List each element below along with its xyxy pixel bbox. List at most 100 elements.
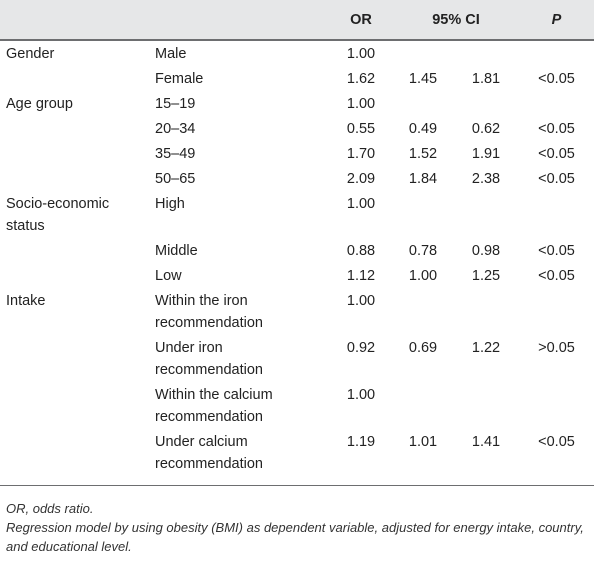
row-p: <0.05 bbox=[519, 429, 594, 486]
row-p: >0.05 bbox=[538, 339, 575, 356]
row-or: 0.88 bbox=[346, 242, 376, 259]
row-p: <0.05 bbox=[538, 267, 575, 284]
row-variable bbox=[0, 66, 149, 91]
table-row: Gender Male 1.00 bbox=[0, 40, 594, 66]
row-level: Female bbox=[155, 70, 204, 87]
row-or: 1.00 bbox=[346, 195, 376, 212]
row-level: Middle bbox=[155, 242, 198, 259]
table-footnotes: OR, odds ratio. Regression model by usin… bbox=[6, 499, 586, 556]
row-level: Male bbox=[155, 45, 187, 62]
row-or: 1.70 bbox=[346, 145, 376, 162]
row-level: 35–49 bbox=[155, 145, 196, 162]
row-or: 1.00 bbox=[346, 386, 376, 403]
row-ci-high: 1.81 bbox=[471, 70, 501, 87]
row-ci-high bbox=[453, 288, 519, 335]
header-or: OR bbox=[329, 0, 393, 41]
row-or: 1.62 bbox=[346, 70, 376, 87]
row-ci-low: 0.78 bbox=[408, 242, 438, 259]
row-ci-low bbox=[393, 191, 453, 238]
row-p bbox=[519, 40, 594, 66]
table-row: Low 1.12 1.00 1.25 <0.05 bbox=[0, 263, 594, 288]
row-ci-low bbox=[393, 382, 453, 429]
row-ci-low: 0.49 bbox=[408, 120, 438, 137]
row-variable bbox=[0, 166, 149, 191]
row-p: <0.05 bbox=[538, 120, 575, 137]
row-variable bbox=[0, 116, 149, 141]
row-ci-high: 0.98 bbox=[471, 242, 501, 259]
row-ci-high bbox=[453, 91, 519, 116]
row-level: Within the iron recommendation bbox=[155, 292, 263, 331]
row-level: 20–34 bbox=[155, 120, 196, 137]
row-variable bbox=[0, 429, 149, 486]
row-level: Within the calcium recommendation bbox=[155, 386, 273, 425]
table-row: Intake Within the iron recommendation 1.00 bbox=[0, 288, 594, 335]
row-ci-low bbox=[393, 40, 453, 66]
row-ci-high: 1.91 bbox=[471, 145, 501, 162]
row-variable: Age group bbox=[6, 95, 73, 112]
footnote-model: Regression model by using obesity (BMI) … bbox=[6, 520, 584, 554]
row-ci-low: 1.84 bbox=[408, 170, 438, 187]
row-ci-low bbox=[393, 91, 453, 116]
row-or: 1.00 bbox=[346, 45, 376, 62]
table-row: 20–34 0.55 0.49 0.62 <0.05 bbox=[0, 116, 594, 141]
row-or: 1.00 bbox=[346, 292, 376, 309]
table-row: Age group 15–19 1.00 bbox=[0, 91, 594, 116]
row-p bbox=[519, 191, 594, 238]
table-row: Female 1.62 1.45 1.81 <0.05 bbox=[0, 66, 594, 91]
footnote-abbreviation: OR, odds ratio. bbox=[6, 501, 94, 516]
row-level: High bbox=[155, 195, 185, 212]
row-ci-low: 1.01 bbox=[393, 429, 453, 486]
table-row: Middle 0.88 0.78 0.98 <0.05 bbox=[0, 238, 594, 263]
row-ci-low: 1.45 bbox=[408, 70, 438, 87]
table-body: Gender Male 1.00 Female 1.62 1.45 1.81 <0.05 Age… bbox=[0, 40, 594, 486]
table-row: Socio-economic status High 1.00 bbox=[0, 191, 594, 238]
row-or: 1.19 bbox=[329, 429, 393, 486]
row-variable: Socio-economic status bbox=[6, 195, 110, 234]
row-ci-high: 0.62 bbox=[471, 120, 501, 137]
row-p: <0.05 bbox=[538, 170, 575, 187]
table-row: Within the calcium recommendation 1.00 bbox=[0, 382, 594, 429]
header-variable bbox=[0, 0, 149, 41]
header-ci: 95% CI bbox=[393, 0, 519, 41]
header-p: P bbox=[519, 0, 594, 41]
row-ci-high bbox=[453, 191, 519, 238]
row-level: Low bbox=[155, 267, 182, 284]
row-ci-high: 1.41 bbox=[453, 429, 519, 486]
row-ci-high: 1.22 bbox=[471, 339, 501, 356]
header-level bbox=[149, 0, 329, 41]
row-p: <0.05 bbox=[538, 70, 575, 87]
row-ci-low: 0.69 bbox=[408, 339, 438, 356]
table-row: 50–65 2.09 1.84 2.38 <0.05 bbox=[0, 166, 594, 191]
odds-ratio-table: OR 95% CI P Gender Male 1.00 Female 1.62 1.45… bbox=[0, 0, 594, 486]
table-header-row: OR 95% CI P bbox=[0, 0, 594, 41]
row-ci-low bbox=[393, 288, 453, 335]
row-variable bbox=[0, 238, 149, 263]
row-p: <0.05 bbox=[538, 145, 575, 162]
row-variable: Gender bbox=[6, 45, 55, 62]
row-ci-high: 2.38 bbox=[471, 170, 501, 187]
row-ci-high bbox=[453, 40, 519, 66]
row-or: 1.00 bbox=[346, 95, 376, 112]
row-p bbox=[519, 288, 594, 335]
row-p bbox=[519, 91, 594, 116]
table-row: Under calcium recommendation 1.19 1.01 1.41… bbox=[0, 429, 594, 486]
row-or: 2.09 bbox=[346, 170, 376, 187]
row-ci-high bbox=[453, 382, 519, 429]
row-or: 0.55 bbox=[346, 120, 376, 137]
row-variable bbox=[0, 335, 149, 382]
row-variable bbox=[0, 141, 149, 166]
row-or: 0.92 bbox=[346, 339, 376, 356]
row-variable bbox=[0, 382, 149, 429]
row-or: 1.12 bbox=[346, 267, 376, 284]
row-variable bbox=[0, 263, 149, 288]
table-row: Under iron recommendation 0.92 0.69 1.22 >0.… bbox=[0, 335, 594, 382]
row-p: <0.05 bbox=[538, 242, 575, 259]
table-row: 35–49 1.70 1.52 1.91 <0.05 bbox=[0, 141, 594, 166]
row-p bbox=[519, 382, 594, 429]
row-level: 15–19 bbox=[155, 95, 196, 112]
row-ci-low: 1.52 bbox=[408, 145, 438, 162]
row-level: Under iron recommendation bbox=[155, 339, 263, 378]
row-ci-high: 1.25 bbox=[471, 267, 501, 284]
row-ci-low: 1.00 bbox=[408, 267, 438, 284]
row-level: 50–65 bbox=[155, 170, 196, 187]
